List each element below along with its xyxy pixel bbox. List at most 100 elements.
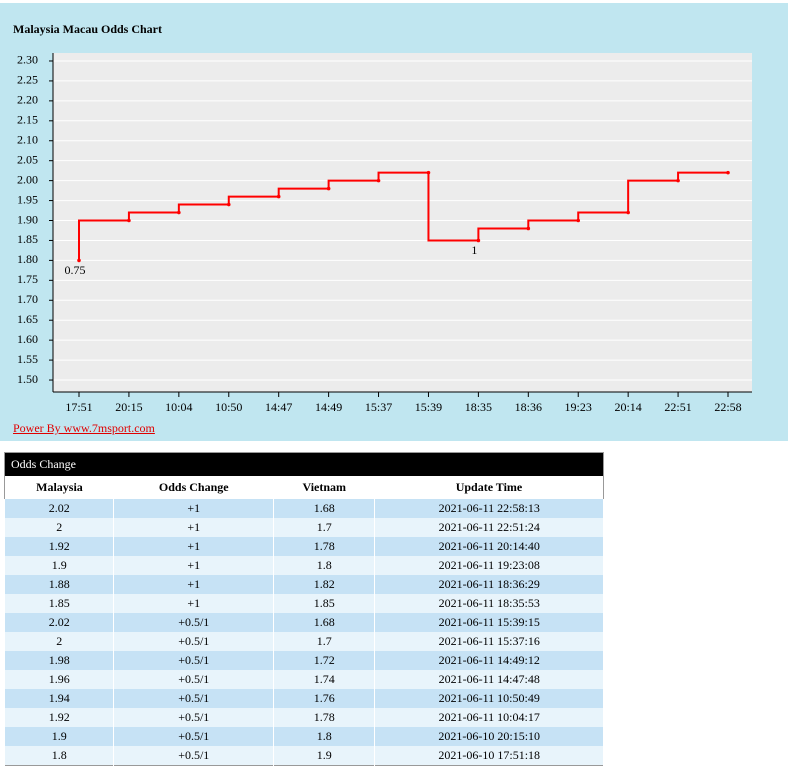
table-cell: +0.5/1: [113, 727, 275, 746]
data-point: [326, 186, 331, 191]
table-row: 2.02 +0.5/1 1.68 2021-06-11 15:39:15: [3, 613, 604, 632]
data-point: [127, 218, 131, 223]
x-tick-label: 18:36: [515, 400, 542, 414]
table-cell: 2021-06-11 14:47:48: [374, 670, 604, 689]
table-cell: +0.5/1: [113, 708, 275, 727]
x-tick-label: 14:49: [315, 400, 342, 414]
table-cell: 1.76: [273, 689, 376, 708]
table-cell: 2.02: [3, 613, 115, 632]
step-segment: [327, 179, 379, 189]
table-cell: 2021-06-10 20:15:10: [374, 727, 604, 746]
table-cell: 2021-06-11 15:37:16: [374, 632, 604, 651]
step-segment: [677, 171, 728, 181]
table-cell: 2021-06-11 22:51:24: [374, 518, 604, 537]
data-point: [276, 194, 281, 199]
y-tick-label: 2.05: [17, 152, 38, 166]
table-row: 1.94 +0.5/1 1.76 2021-06-11 10:50:49: [3, 689, 604, 708]
x-tick-label: 17:51: [65, 400, 92, 414]
table-row: 1.92 +1 1.78 2021-06-11 20:14:40: [3, 537, 604, 556]
x-tick-label: 10:04: [165, 400, 192, 414]
y-tick-label: 1.70: [17, 292, 38, 306]
table-cell: 2021-06-11 10:04:17: [374, 708, 604, 727]
table-cell: 1.85: [3, 594, 115, 613]
column-header: Malaysia: [4, 476, 114, 499]
table-row: 1.85 +1 1.85 2021-06-11 18:35:53: [3, 594, 604, 613]
y-tick-label: 1.60: [17, 332, 38, 346]
point-label: 1: [471, 243, 477, 257]
column-header: Odds Change: [113, 476, 274, 499]
table-cell: 1.8: [3, 746, 115, 766]
table-row: 1.8 +0.5/1 1.9 2021-06-10 17:51:18: [3, 746, 604, 766]
x-tick-label: 15:37: [365, 400, 392, 414]
x-tick-label: 19:23: [565, 400, 592, 414]
table-cell: 2021-06-11 18:36:29: [374, 575, 604, 594]
y-tick-label: 1.85: [17, 232, 38, 246]
table-cell: 2: [3, 632, 115, 651]
table-cell: 1.7: [273, 632, 376, 651]
table-cell: 2021-06-11 19:23:08: [374, 556, 604, 575]
table-cell: 1.74: [273, 670, 376, 689]
y-tick-label: 1.80: [17, 252, 38, 266]
plot-area: [53, 53, 752, 392]
table-cell: 2021-06-11 14:49:12: [374, 651, 604, 670]
x-tick-label: 20:15: [115, 400, 142, 414]
step-segment: [577, 211, 629, 221]
y-tick-label: 1.90: [17, 212, 38, 226]
table-cell: +0.5/1: [113, 689, 275, 708]
y-tick-label: 1.55: [17, 352, 38, 366]
table-cell: 1.92: [3, 537, 115, 556]
table-title: Odds Change: [4, 452, 604, 476]
step-segment: [527, 219, 579, 229]
y-tick-label: 1.50: [17, 372, 38, 386]
table-cell: +1: [113, 575, 275, 594]
table-row: 1.9 +1 1.8 2021-06-11 19:23:08: [3, 556, 604, 575]
table-cell: 1.8: [273, 727, 376, 746]
table-cell: 1.94: [3, 689, 115, 708]
table-cell: 2021-06-11 10:50:49: [374, 689, 604, 708]
table-cell: 2021-06-11 15:39:15: [374, 613, 604, 632]
table-cell: 1.96: [3, 670, 115, 689]
table-row: 1.98 +0.5/1 1.72 2021-06-11 14:49:12: [3, 651, 604, 670]
table-cell: 2.02: [3, 499, 115, 518]
table-cell: 1.78: [273, 708, 376, 727]
table-cell: 2: [3, 518, 115, 537]
table-cell: +1: [113, 556, 275, 575]
y-tick-label: 1.75: [17, 272, 38, 286]
table-row: 2.02 +1 1.68 2021-06-11 22:58:13: [3, 499, 604, 518]
x-tick-label: 10:50: [215, 400, 242, 414]
table-cell: 1.82: [273, 575, 376, 594]
data-point: [426, 170, 431, 175]
table-cell: 1.92: [3, 708, 115, 727]
table-row: 1.88 +1 1.82 2021-06-11 18:36:29: [3, 575, 604, 594]
table-row: 2 +1 1.7 2021-06-11 22:51:24: [3, 518, 604, 537]
table-cell: 1.72: [273, 651, 376, 670]
x-tick-label: 15:39: [415, 400, 442, 414]
y-tick-label: 1.95: [17, 192, 38, 206]
table-cell: 2021-06-11 22:58:13: [374, 499, 604, 518]
table-cell: 2021-06-11 18:35:53: [374, 594, 604, 613]
x-tick-label: 18:35: [465, 400, 492, 414]
y-tick-label: 2.00: [17, 172, 38, 186]
table-cell: 1.78: [273, 537, 376, 556]
data-point: [77, 258, 81, 263]
column-header: Vietnam: [273, 476, 375, 499]
table-row: 1.96 +0.5/1 1.74 2021-06-11 14:47:48: [3, 670, 604, 689]
step-segment: [627, 179, 679, 213]
table-cell: +1: [113, 594, 275, 613]
table-cell: +1: [113, 499, 275, 518]
table-cell: +0.5/1: [113, 670, 275, 689]
table-cell: 1.8: [273, 556, 376, 575]
table-cell: 1.9: [3, 727, 115, 746]
point-label: 0.75: [65, 263, 86, 277]
table-cell: 1.68: [273, 613, 376, 632]
data-point: [576, 218, 581, 223]
step-segment: [227, 195, 279, 205]
chart: Malaysia Macau Odds Chart 1.50 1.55 1.60 1.…: [13, 22, 752, 414]
table-cell: 1.68: [273, 499, 376, 518]
y-tick-label: 2.25: [17, 73, 38, 87]
x-tick-label: 14:47: [265, 400, 292, 414]
footer-link[interactable]: Power By www.7msport.com: [13, 421, 155, 435]
table-cell: 1.98: [3, 651, 115, 670]
data-point: [726, 170, 730, 175]
